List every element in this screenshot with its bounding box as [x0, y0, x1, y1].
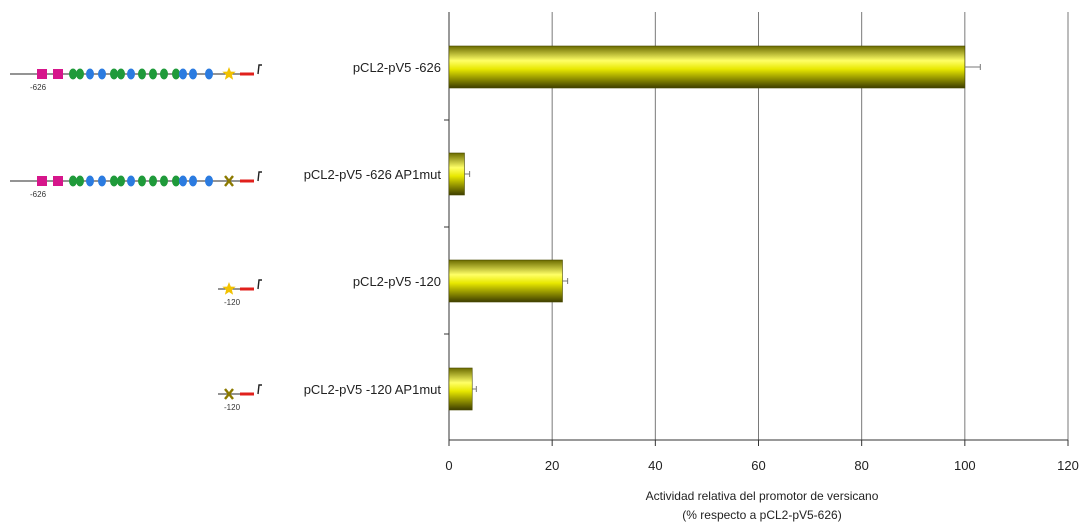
tss-arrow [257, 171, 262, 182]
ap1-site-star [222, 67, 236, 80]
x-tick-label: 0 [445, 458, 452, 473]
bar [448, 152, 465, 196]
binding-site [98, 175, 106, 187]
binding-site [205, 175, 213, 187]
construct-diagram: -626 [10, 171, 262, 199]
x-tick-label: 60 [751, 458, 765, 473]
ap1-site-star [222, 282, 236, 295]
bars [448, 45, 981, 411]
x-axis-title-line2: (% respecto a pCL2-pV5-626) [682, 508, 841, 522]
x-tick-label: 120 [1057, 458, 1079, 473]
binding-site [127, 68, 135, 80]
x-tick-label: 80 [854, 458, 868, 473]
binding-site [149, 175, 157, 187]
binding-site [172, 175, 180, 187]
category-labels: pCL2-pV5 -626 pCL2-pV5 -626 AP1mut pCL2-pV… [304, 60, 442, 397]
construct-position-label: -120 [224, 298, 241, 307]
binding-site [110, 175, 118, 187]
tss-arrow [257, 279, 262, 290]
binding-site [110, 68, 118, 80]
x-tick-label: 20 [545, 458, 559, 473]
bar [448, 367, 473, 411]
ap1-mutation-x [224, 388, 234, 400]
binding-site [179, 175, 187, 187]
binding-site [179, 68, 187, 80]
promoter-constructs: -626 -626 -120 -120 [10, 64, 262, 412]
construct-diagram: -120 [218, 384, 262, 412]
binding-site-square [37, 176, 47, 186]
tss-arrow [257, 384, 262, 395]
category-label: pCL2-pV5 -120 [353, 274, 441, 289]
tss-arrow [257, 64, 262, 75]
binding-site-square [53, 176, 63, 186]
x-tick-label: 100 [954, 458, 976, 473]
binding-site [86, 175, 94, 187]
binding-site [86, 68, 94, 80]
binding-site [76, 175, 84, 187]
binding-site [205, 68, 213, 80]
binding-site [172, 68, 180, 80]
binding-site [69, 175, 77, 187]
binding-site [98, 68, 106, 80]
binding-site [117, 175, 125, 187]
x-axis-title: Actividad relativa del promotor de versi… [646, 489, 879, 503]
binding-site [127, 175, 135, 187]
construct-diagram: -626 [10, 64, 262, 92]
construct-diagram: -120 [218, 279, 262, 307]
x-tick-labels: 0 20 40 60 80 100 120 [445, 458, 1078, 473]
binding-site-square [37, 69, 47, 79]
construct-position-label: -626 [30, 83, 47, 92]
binding-site [76, 68, 84, 80]
binding-site [189, 175, 197, 187]
binding-site [117, 68, 125, 80]
binding-site [138, 175, 146, 187]
construct-position-label: -626 [30, 190, 47, 199]
category-label: pCL2-pV5 -626 AP1mut [304, 167, 442, 182]
binding-site-square [53, 69, 63, 79]
bar [448, 259, 563, 303]
ap1-mutation-x [224, 175, 234, 187]
category-label: pCL2-pV5 -626 [353, 60, 441, 75]
binding-site [69, 68, 77, 80]
bar [448, 45, 966, 89]
binding-site [149, 68, 157, 80]
binding-site [189, 68, 197, 80]
construct-position-label: -120 [224, 403, 241, 412]
binding-site [138, 68, 146, 80]
binding-site [160, 175, 168, 187]
binding-site [160, 68, 168, 80]
category-label: pCL2-pV5 -120 AP1mut [304, 382, 442, 397]
x-tick-label: 40 [648, 458, 662, 473]
